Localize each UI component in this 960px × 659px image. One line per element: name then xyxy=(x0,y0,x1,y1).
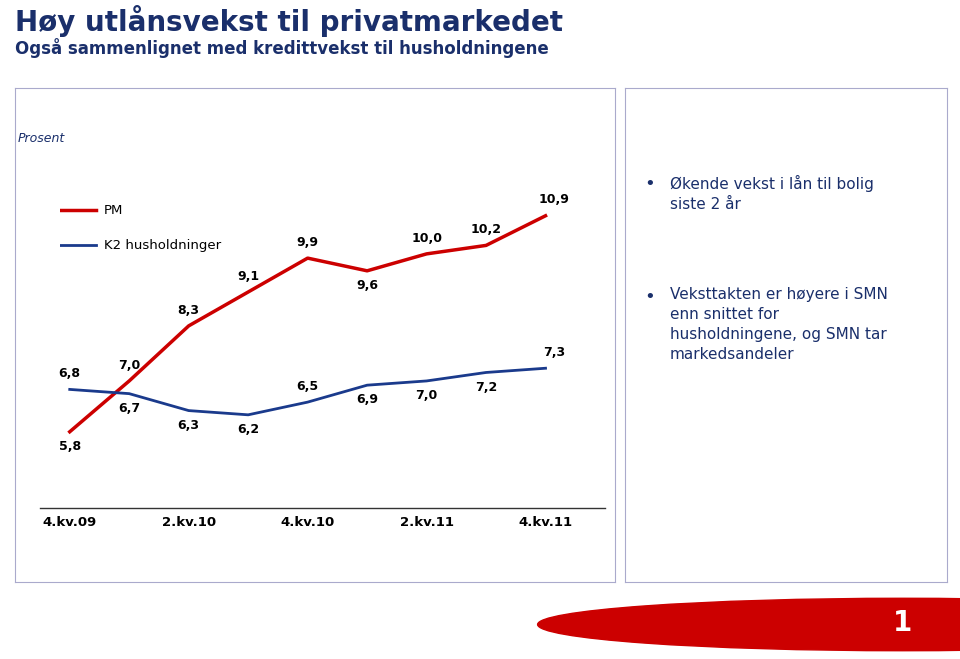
Text: 10,0: 10,0 xyxy=(411,231,442,244)
Text: 12 måneders utlånsvekst PM  2009 – 2011: 12 måneders utlånsvekst PM 2009 – 2011 xyxy=(24,100,387,115)
Text: SMN: SMN xyxy=(821,633,849,643)
Text: Høy utlånsvekst til privatmarkedet: Høy utlånsvekst til privatmarkedet xyxy=(15,5,563,37)
Text: Også sammenlignet med kredittvekst til husholdningene: Også sammenlignet med kredittvekst til h… xyxy=(15,38,549,57)
Text: 7,2: 7,2 xyxy=(475,381,497,393)
Text: 9,9: 9,9 xyxy=(297,236,319,249)
Text: Q4 2011: Q4 2011 xyxy=(62,616,133,631)
Text: •: • xyxy=(644,287,655,306)
Text: 7,0: 7,0 xyxy=(416,389,438,402)
Text: Økende vekst i lån til bolig
siste 2 år: Økende vekst i lån til bolig siste 2 år xyxy=(670,175,874,212)
Text: 8,3: 8,3 xyxy=(178,304,200,316)
Text: 10,9: 10,9 xyxy=(539,194,570,206)
Text: 6,8: 6,8 xyxy=(59,367,81,380)
Text: 6,7: 6,7 xyxy=(118,402,140,415)
Text: 5,8: 5,8 xyxy=(59,440,81,453)
Text: Veksttakten er høyere i SMN
enn snittet for
husholdningene, og SMN tar
markedsan: Veksttakten er høyere i SMN enn snittet … xyxy=(670,287,888,362)
Text: 8: 8 xyxy=(29,614,40,632)
Text: 1: 1 xyxy=(893,609,912,637)
Text: K2 husholdninger: K2 husholdninger xyxy=(104,239,221,252)
Text: 7,0: 7,0 xyxy=(118,358,140,372)
Text: 9,1: 9,1 xyxy=(237,270,259,283)
Text: 6,3: 6,3 xyxy=(178,418,200,432)
Text: 10,2: 10,2 xyxy=(470,223,501,236)
Text: 9,6: 9,6 xyxy=(356,279,378,292)
Text: 6,5: 6,5 xyxy=(297,380,319,393)
Circle shape xyxy=(538,598,960,650)
Text: •: • xyxy=(644,175,655,193)
Text: SpareBank: SpareBank xyxy=(691,611,819,631)
Text: Prosent: Prosent xyxy=(18,132,65,144)
Text: 7,3: 7,3 xyxy=(543,346,565,359)
Text: Kommentar: Kommentar xyxy=(644,98,754,116)
Text: 6,9: 6,9 xyxy=(356,393,378,407)
Text: 6,2: 6,2 xyxy=(237,423,259,436)
Text: PM: PM xyxy=(104,204,124,217)
